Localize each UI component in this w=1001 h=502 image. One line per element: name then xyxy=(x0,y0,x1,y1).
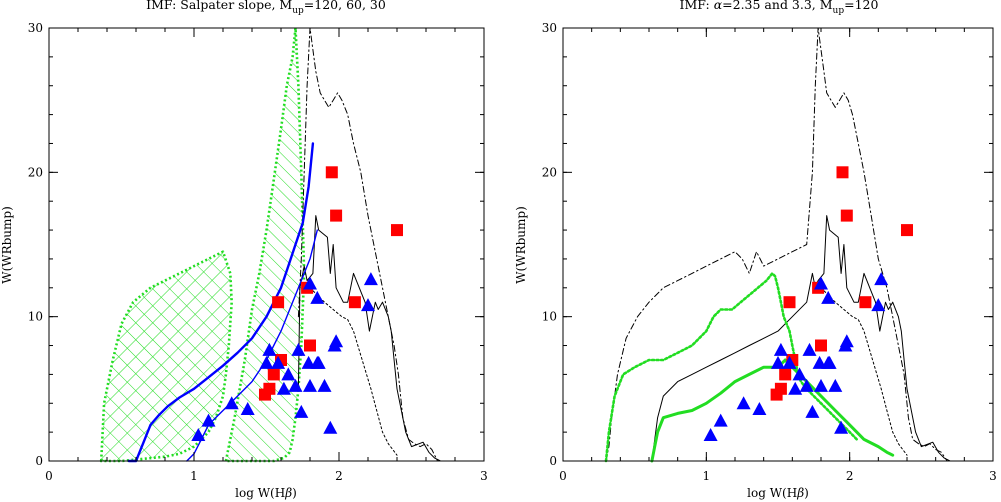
model-curve-4 xyxy=(127,142,315,463)
data-point-triangle xyxy=(834,420,849,434)
data-point-triangle xyxy=(822,355,837,369)
model-curve-2 xyxy=(297,27,439,462)
data-point-square xyxy=(325,166,338,179)
model-curve-1 xyxy=(297,215,441,462)
data-point-triangle xyxy=(301,355,316,369)
data-point-triangle xyxy=(792,367,807,381)
data-point-triangle xyxy=(799,378,814,392)
y-tick-label: 20 xyxy=(28,165,43,179)
data-point-square xyxy=(901,224,913,237)
data-point-triangle xyxy=(703,428,718,441)
y-tick-label: 0 xyxy=(35,454,43,468)
data-point-triangle xyxy=(262,342,277,356)
x-axis-label-left: log W(Hβ) xyxy=(235,486,297,500)
x-tick-label: 3 xyxy=(480,469,488,483)
data-point-square xyxy=(330,209,343,222)
data-point-triangle xyxy=(814,276,828,290)
data-point-triangle xyxy=(828,378,843,392)
x-tick-label: 2 xyxy=(846,469,854,483)
data-point-square xyxy=(391,224,403,237)
data-point-square xyxy=(267,368,280,381)
data-point-triangle xyxy=(327,338,342,352)
data-point-square xyxy=(859,296,872,309)
model-curve-2 xyxy=(605,27,948,462)
data-point-square xyxy=(840,209,853,222)
data-point-triangle xyxy=(871,298,886,312)
data-point-triangle xyxy=(259,355,274,369)
model-curve-3 xyxy=(309,287,398,456)
data-point-square xyxy=(815,339,827,352)
data-point-triangle xyxy=(802,342,817,356)
data-point-triangle xyxy=(271,355,286,369)
data-point-triangle xyxy=(771,355,785,369)
data-point-square xyxy=(259,388,271,401)
data-point-triangle xyxy=(303,378,317,392)
x-tick-label: 2 xyxy=(335,469,343,483)
y-tick-label: 0 xyxy=(549,454,557,468)
data-point-triangle xyxy=(310,290,325,304)
data-point-square xyxy=(770,388,783,401)
chart-title-right: IMF: α=2.35 and 3.3, Mup=120 xyxy=(680,0,879,16)
y-tick-label: 10 xyxy=(542,310,557,324)
data-point-triangle xyxy=(294,404,309,418)
model-curve-5 xyxy=(604,272,859,463)
data-point-square xyxy=(779,368,792,381)
data-point-triangle xyxy=(782,355,797,369)
data-point-square xyxy=(272,296,285,309)
data-point-triangle xyxy=(788,381,803,395)
data-point-triangle xyxy=(311,355,326,369)
data-point-triangle xyxy=(281,367,296,381)
data-point-triangle xyxy=(773,342,788,356)
y-axis-label-left: W(WRbump) xyxy=(0,206,14,284)
x-axis-label-right: log W(Hβ) xyxy=(747,486,809,500)
data-point-triangle xyxy=(276,381,291,395)
y-tick-label: 20 xyxy=(542,165,557,179)
data-point-triangle xyxy=(363,272,378,286)
plot-frame-left xyxy=(48,27,485,462)
data-point-triangle xyxy=(323,420,338,434)
model-curve-3 xyxy=(820,287,908,456)
y-tick-label: 30 xyxy=(28,21,43,35)
data-point-triangle xyxy=(240,402,255,415)
chart-panel-right: IMF: α=2.35 and 3.3, Mup=120 0 1 2 30102030… xyxy=(514,0,997,500)
model-curve-1 xyxy=(651,215,951,462)
data-point-triangle xyxy=(812,355,827,369)
x-tick-label: 3 xyxy=(989,469,997,483)
x-tick-label: 0 xyxy=(559,469,567,483)
chart-title-left: IMF: Salpater slope, Mup=120, 60, 30 xyxy=(146,0,386,16)
data-point-triangle xyxy=(736,396,751,410)
model-curve-4 xyxy=(650,358,895,463)
chart-panel-left: IMF: Salpater slope, Mup=120, 60, 30 0 1 2… xyxy=(0,0,488,500)
data-point-triangle xyxy=(361,298,375,312)
data-point-triangle xyxy=(805,404,820,418)
data-point-triangle xyxy=(814,378,828,392)
data-point-triangle xyxy=(191,428,206,441)
data-point-triangle xyxy=(821,290,836,304)
data-point-triangle xyxy=(874,272,889,286)
plot-frame-right xyxy=(562,27,994,462)
data-point-triangle xyxy=(201,413,216,427)
hatched-region-2 xyxy=(224,26,306,463)
data-point-triangle xyxy=(288,378,303,392)
data-point-square xyxy=(348,296,361,309)
data-point-triangle xyxy=(224,396,239,410)
y-tick-label: 30 xyxy=(542,21,557,35)
data-point-triangle xyxy=(752,402,767,415)
data-point-square xyxy=(836,166,849,179)
model-curve-5 xyxy=(186,229,318,462)
data-point-triangle xyxy=(317,378,332,392)
data-point-triangle xyxy=(838,338,853,352)
data-point-square xyxy=(304,339,316,352)
data-point-triangle xyxy=(303,276,317,290)
data-point-triangle xyxy=(291,342,306,356)
x-tick-label: 0 xyxy=(45,469,53,483)
hatched-region-1 xyxy=(99,250,233,463)
x-tick-label: 1 xyxy=(703,469,711,483)
y-axis-label-right: W(WRbump) xyxy=(514,206,528,284)
y-tick-label: 10 xyxy=(28,310,43,324)
data-point-triangle xyxy=(713,413,728,427)
x-tick-label: 1 xyxy=(190,469,198,483)
data-point-square xyxy=(783,296,796,309)
